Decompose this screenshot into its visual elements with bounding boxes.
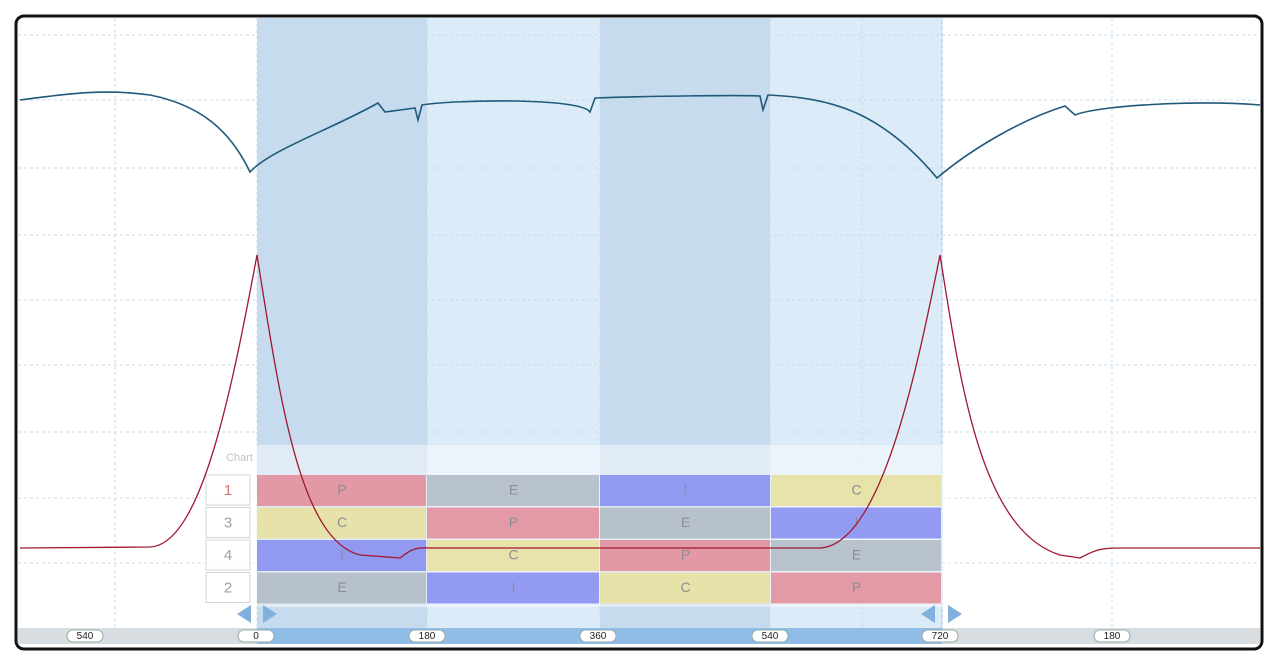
cell[interactable] — [600, 540, 770, 571]
axis-pill — [237, 629, 275, 643]
cell[interactable] — [257, 475, 426, 506]
panel-title: Chart — [226, 452, 253, 464]
cell-text: I — [684, 482, 688, 498]
axis-pill — [751, 629, 789, 643]
handle[interactable] — [921, 605, 935, 623]
axis-pill — [579, 629, 617, 643]
row-label-box — [205, 507, 251, 538]
chart-panel: Chart 1 P E I C3 C P E I4 I C P E2 E I C P — [203, 445, 951, 607]
cell-text: C — [851, 482, 861, 498]
cell[interactable] — [771, 540, 941, 571]
cell[interactable] — [771, 507, 941, 539]
cell[interactable] — [771, 475, 941, 506]
axis-label: 360 — [590, 631, 607, 642]
axis-label: 540 — [762, 631, 779, 642]
cell-text: P — [852, 579, 861, 595]
handle[interactable] — [263, 605, 277, 623]
axis-pill — [1093, 629, 1131, 643]
cell[interactable] — [427, 540, 599, 571]
cell[interactable] — [771, 572, 941, 604]
cell-text: I — [340, 547, 344, 563]
cell-text: I — [855, 514, 859, 530]
cell-text: C — [680, 579, 690, 595]
axis-pill — [408, 629, 446, 643]
axis-label: 540 — [77, 631, 94, 642]
cell-text: P — [337, 482, 346, 498]
cell-text: E — [852, 547, 861, 563]
cell-text: I — [512, 579, 516, 595]
cell-text: C — [337, 514, 347, 530]
axis-label: 180 — [419, 631, 436, 642]
handle[interactable] — [948, 605, 962, 623]
vacuum-trace — [19, 91, 1261, 180]
cell-text: E — [681, 514, 690, 530]
axis-pill — [66, 629, 104, 643]
handle[interactable] — [237, 605, 251, 623]
row-label-box — [205, 539, 251, 571]
cell-text: E — [509, 482, 518, 498]
cell[interactable] — [427, 572, 599, 604]
pressure-trace — [19, 254, 1260, 559]
axis-label: 180 — [1104, 631, 1121, 642]
cell-text: P — [681, 547, 690, 563]
axis-label: 0 — [253, 631, 259, 642]
cell[interactable] — [427, 507, 599, 539]
row-label: 1 — [224, 482, 232, 499]
cell[interactable] — [257, 507, 426, 539]
cell-text: P — [509, 514, 518, 530]
cell-text: E — [337, 579, 346, 595]
row-label-box — [205, 474, 251, 506]
row-label: 3 — [224, 514, 232, 531]
cell[interactable] — [600, 572, 770, 604]
cell[interactable] — [257, 572, 426, 604]
cell[interactable] — [600, 475, 770, 506]
axis-label: 720 — [932, 631, 949, 642]
cell-text: C — [508, 547, 518, 563]
cell[interactable] — [600, 507, 770, 539]
row-label-box — [205, 572, 251, 603]
row-label: 2 — [224, 579, 232, 596]
cell[interactable] — [427, 475, 599, 506]
axis-pill — [921, 629, 959, 643]
row-label: 4 — [224, 547, 232, 564]
